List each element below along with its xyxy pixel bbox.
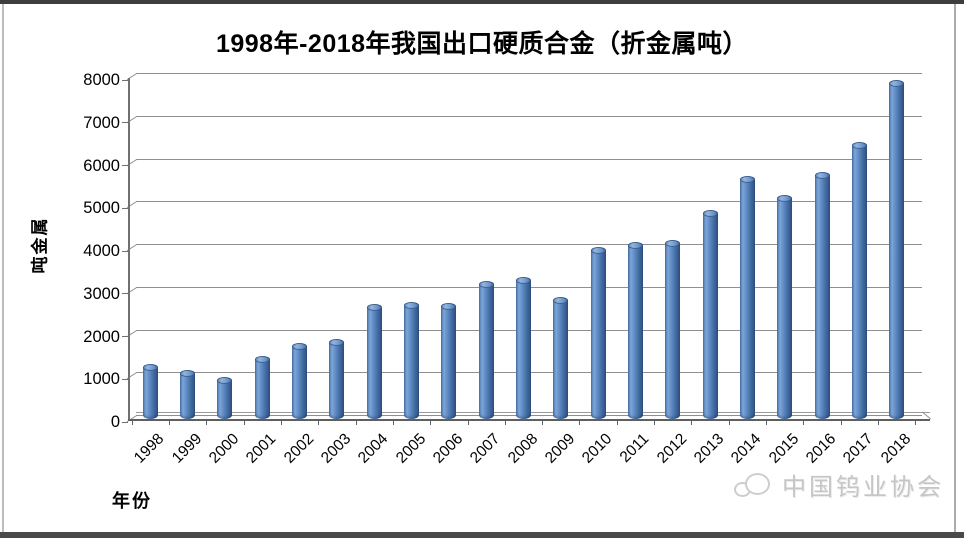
x-axis-tick	[654, 419, 656, 425]
x-axis-tick	[840, 419, 842, 425]
bar	[329, 338, 345, 419]
chart-title: 1998年-2018年我国出口硬质合金（折金属吨）	[215, 30, 749, 58]
x-axis-tick	[392, 419, 394, 425]
left-border	[2, 4, 4, 532]
bar	[441, 303, 457, 419]
x-axis-tick	[691, 419, 693, 425]
x-axis-tick	[131, 419, 133, 425]
y-tick-label: 3000	[83, 284, 120, 303]
y-tick-label: 4000	[83, 242, 120, 260]
x-axis-tick	[280, 419, 282, 425]
y-tick-label: 1000	[83, 370, 120, 389]
x-axis-tick	[430, 419, 432, 425]
x-tick-label: 1998	[131, 430, 168, 467]
x-axis-line	[128, 419, 930, 421]
bar	[814, 171, 830, 419]
x-axis-tick	[504, 419, 506, 425]
y-tick-label: 2000	[83, 327, 120, 346]
bar	[217, 376, 233, 419]
y-axis-tick	[122, 207, 128, 209]
y-axis-tick	[122, 250, 128, 252]
y-tick-label: 0	[110, 413, 120, 431]
y-axis-line	[128, 78, 130, 419]
x-axis-tick	[803, 419, 805, 425]
bottom-border	[0, 532, 964, 538]
x-axis-tick	[318, 419, 320, 425]
right-border	[954, 4, 956, 532]
watermark-logo-icon	[734, 469, 774, 501]
bar	[553, 296, 569, 419]
gridline	[136, 115, 922, 117]
bar	[478, 280, 494, 419]
bar	[889, 79, 905, 419]
y-axis-tick	[122, 79, 128, 81]
bar	[590, 246, 606, 419]
y-tick-label: 6000	[83, 156, 120, 175]
x-axis-tick	[878, 419, 880, 425]
bar	[665, 240, 681, 419]
bar	[254, 355, 270, 419]
top-border	[0, 0, 964, 4]
y-axis-tick	[122, 293, 128, 295]
floor-back-edge	[136, 412, 930, 413]
y-axis-tick	[122, 122, 128, 124]
x-axis-tick	[243, 419, 245, 425]
bar	[142, 364, 158, 419]
x-axis-tick	[616, 419, 618, 425]
bar	[627, 242, 643, 419]
y-tick-label: 8000	[83, 71, 120, 89]
watermark-text: 中国钨业协会	[782, 474, 944, 501]
y-axis-tick	[122, 336, 128, 337]
bar	[516, 276, 531, 419]
x-axis-tick	[579, 419, 581, 425]
x-axis-tick	[206, 419, 208, 425]
gridline	[136, 201, 922, 203]
bar	[777, 195, 793, 419]
y-axis-tick	[122, 165, 128, 166]
bar	[404, 302, 419, 419]
x-axis-tick	[542, 419, 544, 425]
y-axis-tick	[122, 421, 128, 423]
bar	[180, 370, 196, 419]
gridline	[136, 158, 922, 160]
watermark: 中国钨业协会	[734, 467, 944, 502]
x-axis-tick	[467, 419, 469, 425]
x-axis-tick	[766, 419, 768, 425]
bar	[851, 141, 867, 419]
gridline	[136, 73, 922, 74]
y-tick-label: 5000	[83, 199, 120, 218]
x-axis-tick	[915, 419, 917, 425]
x-axis-tick	[168, 419, 170, 425]
x-axis-tick	[728, 419, 730, 425]
bar	[366, 304, 382, 419]
bar	[702, 210, 718, 419]
y-axis-tick	[122, 378, 128, 380]
bar	[739, 176, 755, 419]
y-tick-label: 7000	[83, 113, 120, 132]
x-axis-tick	[355, 419, 357, 425]
x-axis-title: 年份	[112, 491, 152, 511]
gridline	[136, 244, 922, 245]
bar	[292, 342, 308, 419]
